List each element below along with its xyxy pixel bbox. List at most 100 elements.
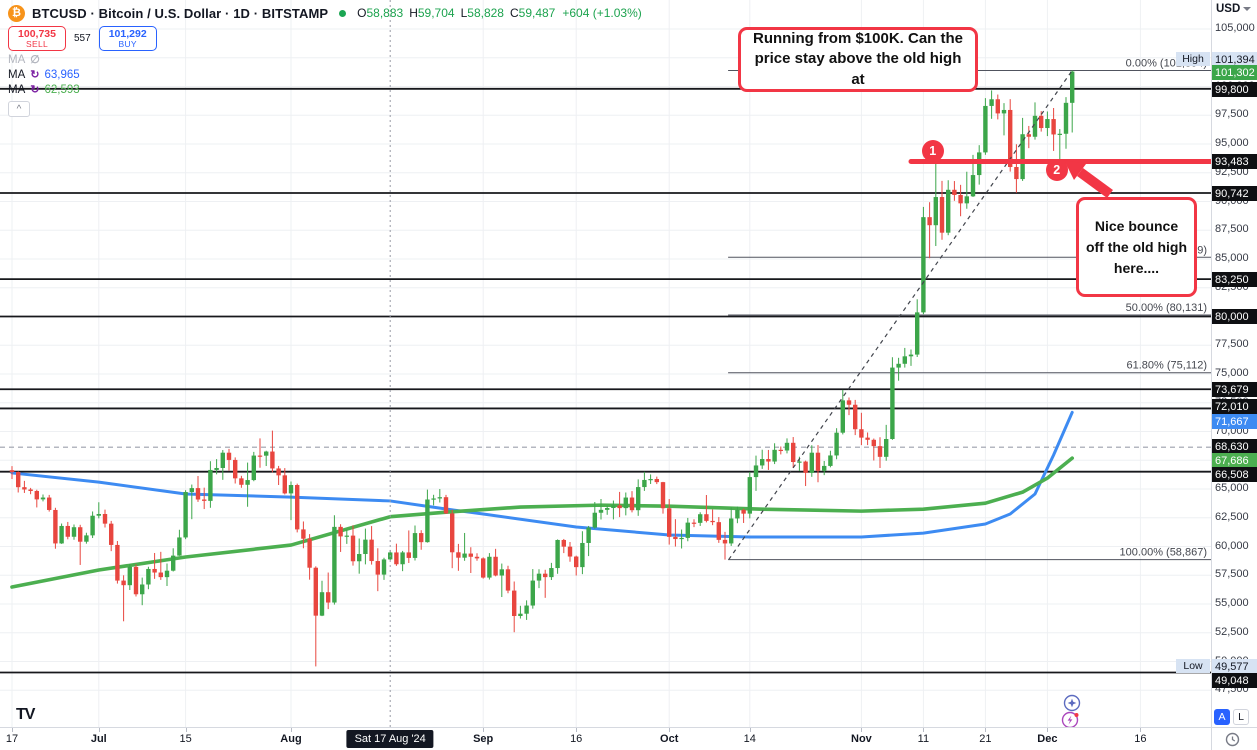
candle-body (964, 196, 969, 204)
collapse-panel-button[interactable]: ^ (8, 101, 30, 117)
time-tickmark (669, 728, 671, 732)
time-tickmark (749, 728, 751, 732)
candle-body (673, 536, 678, 540)
log-scale-button[interactable]: L (1233, 709, 1249, 725)
candle-body (530, 580, 535, 606)
annotation-box-nice-bounce[interactable]: Nice bounce off the old high here.... (1076, 197, 1197, 297)
candle-body (648, 479, 653, 481)
candle-body (865, 437, 870, 440)
axis-price-chip: 93,483 (1212, 154, 1257, 169)
candle-body (251, 455, 256, 481)
candle-body (691, 522, 697, 524)
time-tick-label: Dec (1037, 733, 1058, 745)
price-marker-2[interactable]: 2 (1045, 158, 1068, 181)
candle-body (735, 509, 740, 519)
candle-body (288, 485, 294, 494)
candle-body (276, 468, 281, 476)
candle-body (152, 568, 157, 573)
candle-body (34, 490, 39, 500)
auto-scale-button[interactable]: A (1214, 709, 1230, 725)
candle-body (195, 488, 201, 500)
candle-body (133, 566, 139, 595)
indicator-ma-fast[interactable]: MA ↻ 63,965 (8, 68, 80, 82)
price-chart[interactable]: 0.00% (101,394)38.20% (85,149)50.00% (80… (0, 0, 1211, 727)
time-tickmark (12, 728, 13, 732)
time-tickmark (1047, 728, 1049, 732)
symbol-title[interactable]: BTCUSD · Bitcoin / U.S. Dollar · 1D · BI… (32, 5, 329, 21)
candle-body (921, 217, 926, 313)
candle-body (233, 459, 238, 479)
candle-body (636, 487, 641, 511)
candle-body (344, 535, 349, 537)
candle-body (871, 439, 876, 447)
sell-button[interactable]: 100,735 SELL (8, 26, 66, 51)
candle-body (1014, 167, 1019, 180)
indicator-ma-disabled[interactable]: MA ∅ (8, 53, 40, 67)
axis-corner (1211, 727, 1257, 750)
time-tick-label: 16 (570, 733, 583, 745)
candle-body (16, 472, 21, 488)
indicator-ma-slow[interactable]: MA ↻ 62,593 (8, 83, 80, 97)
candle-body (394, 552, 399, 565)
axis-price-label: 52,500 (1215, 625, 1249, 638)
candle-body (59, 525, 64, 544)
time-axis[interactable]: Sat 17 Aug '24 17 Jul 15 Aug Sep 16 Oct 14 Nov 11… (0, 727, 1257, 750)
candle-body (915, 312, 920, 355)
axis-price-label: 77,500 (1215, 338, 1249, 351)
candle-body (1051, 119, 1056, 135)
high-tag: High (1176, 52, 1210, 66)
tradingview-logo[interactable]: TV (16, 706, 35, 723)
candle-body (741, 509, 746, 514)
market-open-dot-icon (339, 9, 347, 17)
axis-price-chip: 67,686 (1212, 453, 1257, 468)
candle-body (53, 509, 58, 544)
candle-body (685, 522, 690, 538)
disabled-icon: ∅ (30, 54, 40, 66)
price-marker-1[interactable]: 1 (921, 139, 944, 162)
candle-body (474, 556, 480, 559)
candle-body (208, 469, 213, 501)
candle-body (970, 175, 976, 197)
fib-label: 61.80% (75,112) (1126, 360, 1207, 372)
axis-price-label: 87,500 (1215, 223, 1249, 236)
candle-body (400, 552, 405, 565)
candle-body (512, 590, 517, 617)
sparkle-icon[interactable] (1063, 694, 1081, 712)
candle-body (22, 487, 27, 490)
candle-body (518, 613, 523, 617)
candle-body (28, 489, 33, 491)
candle-body (443, 497, 449, 514)
low-tag: Low (1176, 659, 1210, 673)
price-axis[interactable]: USD A L 47,50050,00052,50055,00057,50060… (1211, 0, 1257, 727)
candle-body (989, 99, 994, 106)
candle-body (747, 477, 752, 514)
candle-body (40, 497, 46, 500)
candle-body (1020, 134, 1025, 180)
buy-button[interactable]: 101,292 BUY (98, 26, 157, 51)
loop-icon: ↻ (30, 69, 40, 81)
clock-settings-icon[interactable] (1225, 732, 1240, 747)
ma-slow-line (10, 456, 1074, 589)
candle-body (375, 561, 380, 575)
candle-body (760, 459, 765, 466)
time-tickmark (98, 728, 100, 732)
time-tickmark (483, 728, 485, 732)
time-tick-label: Oct (660, 733, 679, 745)
candle-body (952, 189, 957, 195)
candle-body (319, 592, 325, 616)
annotation-box-running-100k[interactable]: Running from $100K. Can the price stay a… (738, 27, 978, 92)
candle-body (592, 512, 597, 528)
candle-body (1026, 134, 1031, 137)
currency-selector[interactable]: USD (1216, 3, 1252, 15)
candle-body (462, 553, 467, 558)
candle-body (183, 492, 188, 538)
candle-body (65, 525, 70, 537)
candle-body (202, 499, 207, 501)
axis-price-chip: 71,667 (1212, 414, 1257, 429)
candle-body (784, 442, 790, 451)
candle-body (115, 544, 120, 581)
candle-body (146, 568, 151, 585)
candle-body (96, 513, 101, 516)
candle-body (9, 470, 15, 473)
candle-body (716, 522, 721, 540)
